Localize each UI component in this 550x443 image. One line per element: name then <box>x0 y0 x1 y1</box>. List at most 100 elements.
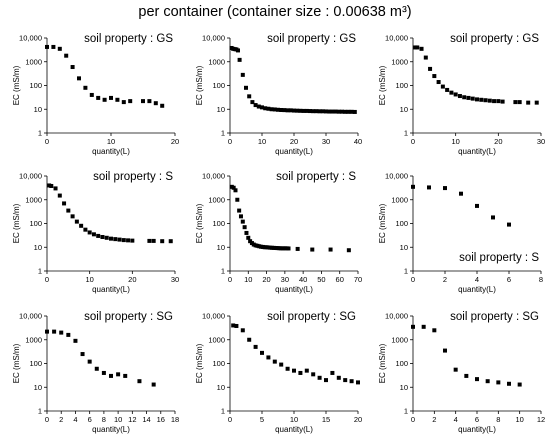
data-point <box>428 66 433 71</box>
x-axis-label: quantity(L) <box>458 425 496 434</box>
y-tick-label: 10,000 <box>385 172 408 181</box>
x-tick-label: 14 <box>142 415 150 424</box>
y-tick-label: 10 <box>34 383 42 392</box>
data-point <box>336 375 341 380</box>
data-point <box>317 375 322 380</box>
data-point <box>269 107 274 112</box>
data-point <box>470 96 475 101</box>
x-tick-label: 20 <box>128 275 136 284</box>
y-tick-label: 10 <box>400 243 408 252</box>
figure-title: per container (container size : 0.00638 … <box>138 4 412 20</box>
data-point <box>324 378 328 383</box>
data-point <box>349 109 354 114</box>
data-point <box>121 238 126 243</box>
data-point <box>87 230 92 235</box>
data-point <box>421 324 426 329</box>
chart-2: 1 10 100 1000 10,000 0 10 20 30 40 quantity(L) EC (… <box>195 33 362 156</box>
x-tick-label: 0 <box>228 415 232 424</box>
chart-3: 1 10 100 1000 10,000 0 10 20 30 quantity(L) EC (mS… <box>378 33 545 156</box>
data-point <box>126 238 131 243</box>
data-point <box>314 109 319 114</box>
data-point <box>459 191 463 196</box>
x-tick-label: 4 <box>475 275 479 284</box>
chart-title: soil property : S <box>459 252 539 264</box>
data-point <box>436 80 441 85</box>
data-point <box>115 97 120 102</box>
x-tick-label: 10 <box>290 415 298 424</box>
chart-title: soil property : SG <box>84 311 173 323</box>
x-tick-label: 40 <box>354 137 362 146</box>
data-point <box>330 370 335 375</box>
data-point <box>246 235 251 240</box>
x-tick-label: 6 <box>88 415 92 424</box>
x-tick-label: 2 <box>59 415 63 424</box>
y-tick-label: 10 <box>217 383 225 392</box>
y-axis-label: EC (mS/m) <box>195 65 204 105</box>
x-tick-label: 10 <box>244 275 252 284</box>
y-tick-label: 10 <box>34 243 42 252</box>
y-tick-label: 100 <box>29 359 42 368</box>
data-point <box>492 99 497 104</box>
y-tick-label: 10,000 <box>202 172 225 181</box>
data-point <box>308 109 312 114</box>
x-axis-label: quantity(L) <box>275 147 313 156</box>
y-tick-label: 1 <box>38 407 42 416</box>
data-point <box>298 370 303 375</box>
y-tick-label: 100 <box>29 81 42 90</box>
x-tick-label: 30 <box>171 275 179 284</box>
data-point <box>352 109 357 114</box>
x-tick-label: 60 <box>336 275 344 284</box>
x-tick-label: 0 <box>45 415 49 424</box>
y-tick-label: 10 <box>400 383 408 392</box>
data-point <box>507 381 511 386</box>
data-point <box>147 238 152 243</box>
y-tick-label: 1 <box>221 267 225 276</box>
data-point <box>513 100 518 105</box>
data-point <box>475 203 479 208</box>
data-point <box>104 235 109 240</box>
data-point <box>317 109 322 114</box>
data-point <box>445 87 450 92</box>
chart-7: 1 10 100 1000 10,000 0 2 4 6 8 10 12 14 16 18 quantity(… <box>12 311 179 434</box>
y-tick-label: 100 <box>395 81 408 90</box>
data-point <box>340 109 344 114</box>
data-point <box>263 106 268 111</box>
data-point <box>483 98 488 103</box>
data-point <box>94 366 99 371</box>
data-point <box>279 362 284 367</box>
x-axis-label: quantity(L) <box>275 285 313 294</box>
data-point <box>415 45 420 50</box>
x-tick-label: 10 <box>258 137 266 146</box>
x-tick-label: 0 <box>45 275 49 284</box>
data-point <box>333 109 338 114</box>
data-point <box>295 246 300 251</box>
data-point <box>121 100 126 105</box>
data-point <box>475 97 479 102</box>
y-tick-label: 10,000 <box>202 312 225 321</box>
data-point <box>70 65 75 70</box>
data-point <box>279 107 284 112</box>
x-tick-label: 16 <box>157 415 165 424</box>
x-tick-label: 0 <box>411 275 415 284</box>
data-point <box>356 380 360 385</box>
y-axis-label: EC (mS/m) <box>195 343 204 383</box>
data-point <box>79 223 84 228</box>
x-tick-label: 10 <box>107 137 115 146</box>
data-point <box>52 329 57 334</box>
data-point <box>168 239 173 244</box>
x-tick-label: 8 <box>102 415 106 424</box>
data-point <box>66 208 71 213</box>
data-point <box>250 100 255 105</box>
y-tick-label: 100 <box>212 359 225 368</box>
data-point <box>272 359 277 364</box>
data-point <box>346 109 351 114</box>
data-point <box>47 183 52 188</box>
data-point <box>496 380 501 385</box>
y-tick-label: 1 <box>221 129 225 138</box>
x-tick-label: 0 <box>411 137 415 146</box>
x-tick-label: 0 <box>228 137 232 146</box>
data-point <box>253 344 258 349</box>
chart-5: 1 10 100 1000 10,000 0 10 20 30 40 50 60 70 quantity(… <box>195 171 362 294</box>
y-tick-label: 1000 <box>25 57 42 66</box>
data-point <box>240 72 245 77</box>
